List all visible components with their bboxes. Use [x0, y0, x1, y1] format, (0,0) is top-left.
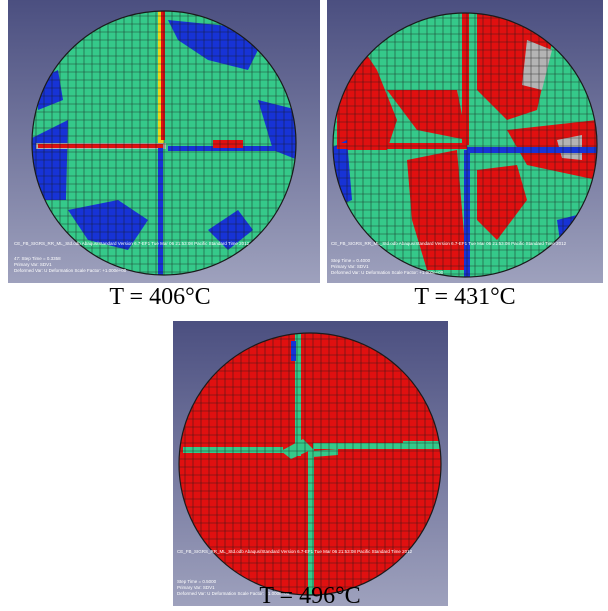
caption-431: T = 431°C	[414, 284, 516, 310]
viewport-scale-text: Deformed Var: U Deformation Scale Factor…	[14, 268, 127, 273]
fem-panel-431: CE_FB_SIGRS_RR_ML_Std.odb Abaqus/Standar…	[327, 0, 603, 283]
viewport-var-text: Primary Var: SDV1	[331, 264, 369, 269]
disk-outline	[332, 12, 598, 278]
viewport-var-text: Primary Var: SDV1	[177, 585, 215, 590]
viewport-time-text: Step Time = 0.5000	[177, 579, 217, 584]
disk-outline	[31, 10, 297, 276]
viewport-header-text: CE_FB_SIGRS_RR_ML_Std.odb Abaqus/Standar…	[14, 241, 250, 246]
viewport-var-text: Primary Var: SDV1	[14, 262, 52, 267]
viewport-time-text: 47: Step Time = 0.3358	[14, 256, 61, 261]
fem-mesh-disk	[32, 11, 296, 275]
disk-outline	[178, 332, 442, 596]
caption-406: T = 406°C	[109, 284, 211, 310]
viewport-header-text: CE_FB_SIGRS_RR_ML_Std.odb Abaqus/Standar…	[177, 549, 413, 554]
viewport-scale-text: Deformed Var: U Deformation Scale Factor…	[331, 270, 444, 275]
viewport-header-text: CE_FB_SIGRS_RR_ML_Std.odb Abaqus/Standar…	[331, 241, 567, 246]
fem-panel-496: CE_FB_SIGRS_RR_ML_Std.odb Abaqus/Standar…	[173, 321, 448, 606]
viewport-time-text: Step Time = 0.4000	[331, 258, 371, 263]
fem-panel-406: CE_FB_SIGRS_RR_ML_Std.odb Abaqus/Standar…	[8, 0, 320, 283]
caption-496: T = 496°C	[259, 583, 361, 609]
viewport-scale-text: Deformed Var: U Deformation Scale Factor…	[177, 591, 290, 596]
